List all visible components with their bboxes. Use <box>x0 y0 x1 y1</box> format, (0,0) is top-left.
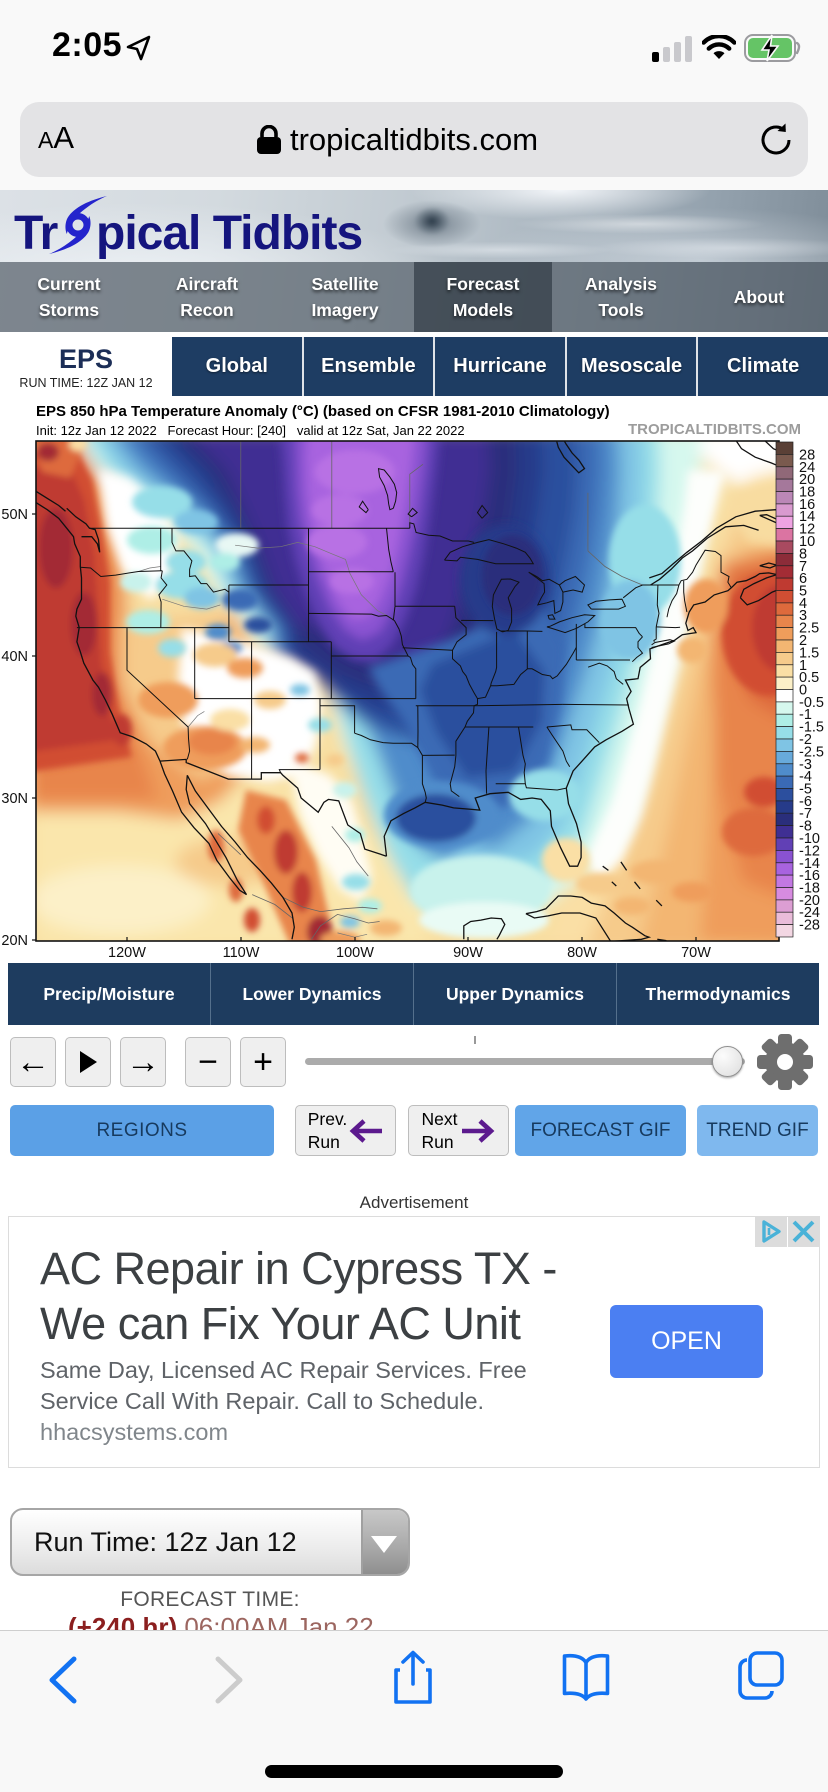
svg-text:12: 12 <box>799 522 815 538</box>
svg-text:-5: -5 <box>799 782 812 798</box>
svg-text:28: 28 <box>799 447 815 463</box>
svg-text:24: 24 <box>799 460 815 476</box>
svg-text:50N: 50N <box>1 507 28 523</box>
svg-text:2: 2 <box>799 633 807 649</box>
svg-text:110W: 110W <box>223 945 260 958</box>
svg-text:20N: 20N <box>1 933 28 949</box>
svg-text:0.5: 0.5 <box>799 670 819 686</box>
svg-text:7: 7 <box>799 559 807 575</box>
svg-text:-12: -12 <box>799 843 820 859</box>
svg-text:20: 20 <box>799 472 815 488</box>
svg-text:-2: -2 <box>799 732 812 748</box>
svg-text:14: 14 <box>799 509 815 525</box>
svg-text:16: 16 <box>799 497 815 513</box>
svg-text:90W: 90W <box>453 945 483 958</box>
svg-text:-4: -4 <box>799 769 812 785</box>
svg-text:-1: -1 <box>799 707 812 723</box>
svg-text:5: 5 <box>799 584 807 600</box>
svg-text:18: 18 <box>799 485 815 501</box>
svg-text:0: 0 <box>799 683 807 699</box>
svg-text:1: 1 <box>799 658 807 674</box>
svg-text:-14: -14 <box>799 856 820 872</box>
svg-text:2.5: 2.5 <box>799 621 819 637</box>
svg-text:4: 4 <box>799 596 807 612</box>
svg-text:6: 6 <box>799 571 807 587</box>
svg-text:-24: -24 <box>799 905 820 921</box>
svg-text:40N: 40N <box>1 649 28 665</box>
svg-text:-2.5: -2.5 <box>799 744 824 760</box>
svg-text:-6: -6 <box>799 794 812 810</box>
svg-text:80W: 80W <box>567 945 597 958</box>
svg-text:8: 8 <box>799 546 807 562</box>
svg-text:70W: 70W <box>681 945 711 958</box>
svg-text:1.5: 1.5 <box>799 645 819 661</box>
svg-text:3: 3 <box>799 608 807 624</box>
svg-text:10: 10 <box>799 534 815 550</box>
svg-text:120W: 120W <box>108 945 146 958</box>
svg-text:-8: -8 <box>799 819 812 835</box>
svg-text:100W: 100W <box>336 945 374 958</box>
svg-text:-7: -7 <box>799 806 812 822</box>
svg-text:-0.5: -0.5 <box>799 695 824 711</box>
svg-text:-10: -10 <box>799 831 820 847</box>
svg-text:-20: -20 <box>799 893 820 909</box>
svg-text:30N: 30N <box>1 791 28 807</box>
svg-text:-16: -16 <box>799 868 820 884</box>
svg-text:-3: -3 <box>799 757 812 773</box>
svg-text:-28: -28 <box>799 918 820 934</box>
svg-text:-18: -18 <box>799 881 820 897</box>
svg-text:-1.5: -1.5 <box>799 720 824 736</box>
